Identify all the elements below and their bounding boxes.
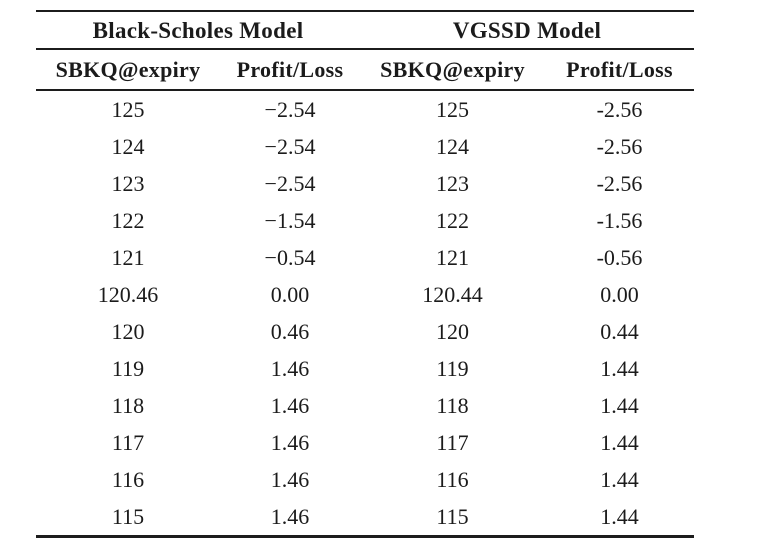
table-cell: 115	[436, 503, 469, 529]
column-header-row: SBKQ@expiry Profit/Loss SBKQ@expiry Prof…	[36, 49, 694, 91]
table-cell: 0.44	[600, 318, 639, 344]
table-cell: 123	[111, 170, 145, 196]
table-cell: -2.56	[596, 133, 643, 159]
table-cell: −0.54	[264, 244, 316, 270]
table-cell: 0.00	[600, 281, 639, 307]
group-header-black-scholes: Black-Scholes Model	[36, 11, 360, 50]
table-cell: −1.54	[264, 207, 316, 233]
col-header-vgssd-sbkq-expiry: SBKQ@expiry	[360, 49, 545, 91]
table-cell: 120.44	[422, 281, 483, 307]
table-row: 119 1.46 119 1.44	[36, 350, 694, 387]
table-cell: 1.44	[600, 503, 639, 529]
table-cell: -0.56	[596, 244, 643, 270]
table-cell: 120	[436, 318, 469, 344]
profit-loss-comparison-table: Black-Scholes Model VGSSD Model SBKQ@exp…	[36, 10, 694, 538]
table-cell: 117	[436, 429, 469, 455]
table-cell: 0.00	[270, 281, 310, 307]
table-cell: 118	[111, 392, 145, 418]
col-header-vgssd-profit-loss: Profit/Loss	[545, 49, 694, 91]
table-cell: 116	[111, 466, 145, 492]
table-cell: 1.46	[270, 392, 310, 418]
table-cell: −2.54	[264, 170, 316, 196]
table-cell: −2.54	[264, 96, 316, 122]
table-cell: 1.44	[600, 355, 639, 381]
table-cell: 1.46	[270, 466, 310, 492]
table-row: 124 −2.54 124 -2.56	[36, 128, 694, 165]
table-row: 125 −2.54 125 -2.56	[36, 90, 694, 128]
table-cell: 124	[111, 133, 145, 159]
table-cell: -2.56	[596, 170, 643, 196]
col-header-bs-profit-loss: Profit/Loss	[220, 49, 360, 91]
table-cell: 125	[436, 96, 469, 122]
table-row: 123 −2.54 123 -2.56	[36, 165, 694, 202]
table-cell: 1.46	[270, 355, 310, 381]
table-cell: 120	[111, 318, 145, 344]
table-row: 120 0.46 120 0.44	[36, 313, 694, 350]
table-row: 116 1.46 116 1.44	[36, 461, 694, 498]
model-header-row: Black-Scholes Model VGSSD Model	[36, 11, 694, 50]
table-cell: -1.56	[596, 207, 643, 233]
table-cell: 116	[436, 466, 469, 492]
table-row: 117 1.46 117 1.44	[36, 424, 694, 461]
table-cell: 0.46	[270, 318, 310, 344]
table-cell: 121	[111, 244, 145, 270]
table-cell: 118	[436, 392, 469, 418]
table-row: 122 −1.54 122 -1.56	[36, 202, 694, 239]
table-cell: 121	[436, 244, 469, 270]
table-cell: 122	[111, 207, 145, 233]
table-cell: 1.46	[270, 503, 310, 529]
table-cell: 1.46	[270, 429, 310, 455]
table-cell: 115	[111, 503, 145, 529]
table-cell: -2.56	[596, 96, 643, 122]
table-row: 120.46 0.00 120.44 0.00	[36, 276, 694, 313]
group-header-vgssd: VGSSD Model	[360, 11, 694, 50]
table-cell: 125	[111, 96, 145, 122]
table-cell: 1.44	[600, 392, 639, 418]
table-cell: 124	[436, 133, 469, 159]
table-cell: 122	[436, 207, 469, 233]
table-cell: −2.54	[264, 133, 316, 159]
table-row: 115 1.46 115 1.44	[36, 498, 694, 537]
table-cell: 117	[111, 429, 145, 455]
col-header-bs-sbkq-expiry: SBKQ@expiry	[36, 49, 220, 91]
table-cell: 119	[111, 355, 145, 381]
table-cell: 120.46	[97, 281, 159, 307]
table-cell: 123	[436, 170, 469, 196]
table-cell: 1.44	[600, 429, 639, 455]
table-cell: 119	[436, 355, 469, 381]
table-cell: 1.44	[600, 466, 639, 492]
table-row: 121 −0.54 121 -0.56	[36, 239, 694, 276]
table-row: 118 1.46 118 1.44	[36, 387, 694, 424]
